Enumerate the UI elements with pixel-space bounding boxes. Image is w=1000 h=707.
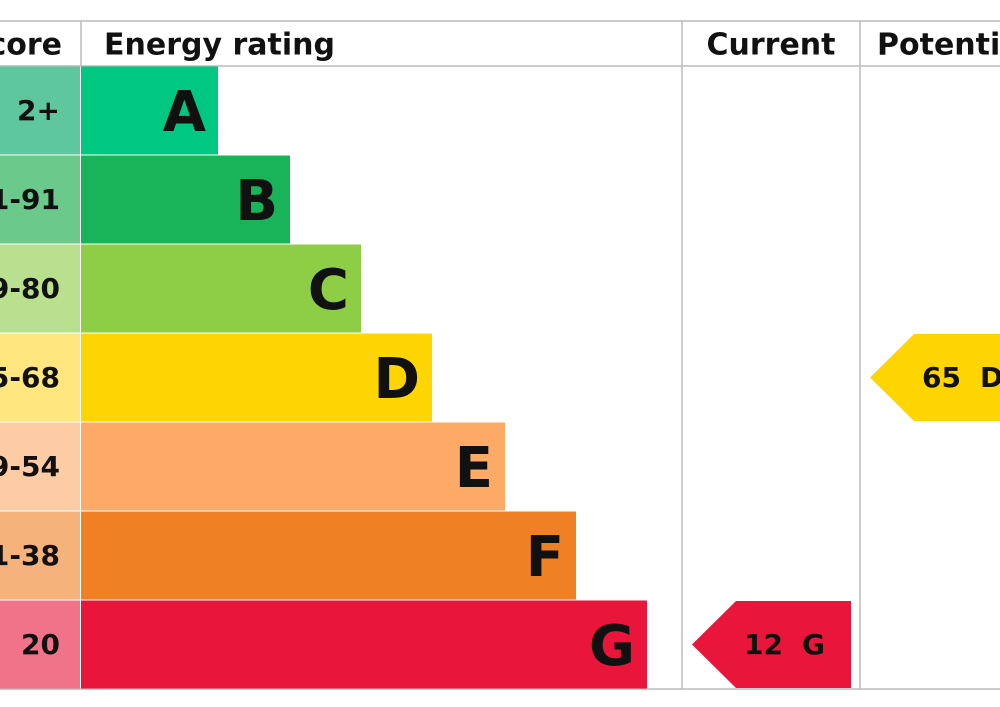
score-cell xyxy=(0,244,80,333)
rating-letter: A xyxy=(163,80,207,145)
score-cell xyxy=(0,155,80,244)
header-potential: Potenti xyxy=(877,28,1000,63)
score-range: 5-68 xyxy=(0,361,60,394)
header-current: Current xyxy=(706,28,835,63)
score-range: 9-54 xyxy=(0,450,60,483)
header-rating: Energy rating xyxy=(104,28,335,63)
score-range: 1-91 xyxy=(0,183,60,216)
potential-value: 65 xyxy=(922,361,961,394)
rating-bar xyxy=(81,422,505,511)
score-range: 1-38 xyxy=(0,539,60,572)
header-score: core xyxy=(0,28,62,63)
score-cell xyxy=(0,333,80,422)
current-value: 12 xyxy=(744,628,783,661)
rating-letter: B xyxy=(235,169,278,234)
rating-letter: D xyxy=(374,347,420,412)
rating-letter: C xyxy=(308,258,349,323)
score-range: 20 xyxy=(21,628,60,661)
rating-bar xyxy=(81,333,432,422)
rating-bar xyxy=(81,155,290,244)
rating-bar xyxy=(81,66,218,155)
rating-bar xyxy=(81,600,647,689)
score-cell xyxy=(0,422,80,511)
rating-bar xyxy=(81,511,576,600)
potential-band: D xyxy=(980,361,1000,394)
rating-bar xyxy=(81,244,361,333)
score-cell xyxy=(0,66,80,155)
current-arrow xyxy=(692,601,851,688)
score-cell xyxy=(0,511,80,600)
score-cell xyxy=(0,600,80,689)
potential-arrow xyxy=(870,334,1000,421)
score-range: 2+ xyxy=(17,94,60,127)
current-band: G xyxy=(802,628,825,661)
score-range: 9-80 xyxy=(0,272,60,305)
rating-letter: G xyxy=(589,614,635,679)
rating-letter: E xyxy=(455,436,493,501)
rating-letter: F xyxy=(526,525,564,590)
